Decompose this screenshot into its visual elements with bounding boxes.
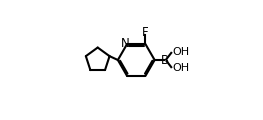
Text: OH: OH (172, 63, 189, 73)
Text: F: F (142, 26, 149, 39)
Text: OH: OH (172, 47, 189, 57)
Text: N: N (121, 37, 130, 50)
Text: B: B (161, 54, 169, 66)
